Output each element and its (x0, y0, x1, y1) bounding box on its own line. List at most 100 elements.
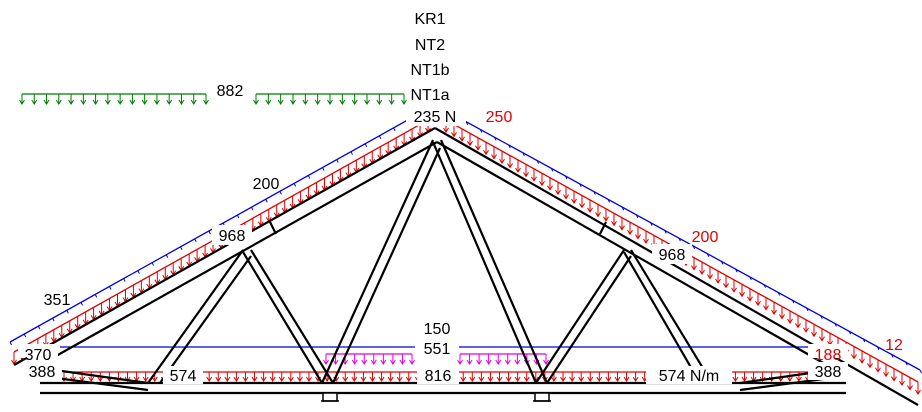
wind-right-tick (848, 330, 852, 335)
load-case-1: KR1 (414, 11, 445, 28)
snow-load-right-arrowhead (388, 99, 395, 105)
dead-right-arrowhead (707, 274, 713, 280)
wind-left-tick (80, 302, 83, 306)
dead-bottom-arrowhead (551, 376, 557, 382)
wind-left-tick (251, 206, 254, 211)
dead-bottom-arrowhead (396, 376, 403, 382)
dead-right-arrowhead (739, 292, 745, 298)
wind-right-tick (791, 299, 795, 304)
dead-right-arrowhead (643, 238, 649, 244)
web-left-2a (242, 251, 323, 384)
strip-load-right-arrowhead (543, 359, 549, 365)
load-case-2: NT2 (415, 37, 445, 54)
wind-right-tick (706, 253, 710, 257)
web-left-3b (331, 147, 442, 384)
bottom-right-eave-label: 188 (815, 347, 842, 364)
dead-bottom-arrowhead (541, 376, 548, 382)
snow-load-right-arrowhead (401, 99, 407, 105)
wind-left-tick (180, 246, 183, 251)
web-right-2b (546, 255, 632, 384)
dead-bottom-arrowhead (560, 376, 566, 382)
load-case-3: NT1b (410, 62, 449, 79)
wind-left-tick (307, 175, 311, 179)
wind-left-tick (52, 317, 55, 322)
wind-right-tick (650, 222, 653, 226)
wind-left-tick (37, 325, 41, 330)
snow-load-left-arrowhead (129, 99, 136, 105)
strip-load-right-arrowhead (485, 359, 492, 365)
load-arrows (9, 93, 922, 395)
wind-left-tick (137, 270, 140, 274)
dead-right-arrowhead (907, 385, 913, 391)
dead-right-arrowhead (523, 172, 529, 178)
dead-right-arrowhead (611, 220, 617, 227)
wind-right-tick (664, 230, 667, 234)
dead-bottom-arrowhead (569, 376, 576, 382)
dead-right-arrowhead (595, 212, 601, 218)
web-left-3a (320, 139, 435, 384)
top-right-apex-label: 250 (486, 109, 513, 126)
dead-right-arrowhead (507, 163, 513, 169)
apex-load-label: 235 N (414, 109, 457, 126)
dead-bottom-arrowhead (487, 376, 494, 382)
dead-right-arrowhead (627, 229, 633, 236)
dead-bottom-arrowhead (796, 376, 802, 382)
bottom-right-mid-label: 574 N/m (659, 368, 719, 385)
wind-left-tick (151, 262, 155, 266)
snow-load-right-arrowhead (265, 99, 272, 105)
wind-right-tick (919, 369, 922, 374)
top-right-mid-label: 200 (692, 229, 719, 246)
snow-load-left-arrowhead (141, 99, 148, 105)
snow-load-left-arrowhead (178, 99, 185, 105)
dead-right-arrowhead (499, 158, 505, 165)
wind-right-tick (905, 362, 908, 366)
snow-load-left-arrowhead (203, 99, 209, 105)
wind-right-tick (692, 245, 696, 250)
dead-bottom-arrowhead (97, 376, 104, 382)
wind-left-tick (66, 310, 69, 314)
dead-bottom-arrowhead (369, 376, 376, 382)
dead-right-arrowhead (811, 332, 817, 338)
strip-load-left-arrowhead (409, 359, 415, 365)
dead-right-arrowhead (803, 327, 809, 333)
dead-bottom-arrowhead (324, 376, 331, 382)
snow-load-right-arrowhead (364, 99, 370, 105)
dead-bottom-arrowhead (478, 376, 485, 382)
bottom-upper-label: 150 (424, 321, 451, 338)
dead-bottom-arrowhead (605, 376, 612, 382)
dead-bottom-arrowhead (587, 376, 594, 382)
strip-load-left-arrowhead (332, 359, 339, 365)
dead-right-arrowhead (491, 154, 497, 160)
dead-right-arrowhead (619, 225, 625, 231)
wind-right-tick (593, 191, 596, 195)
bottom-left-eave-label: 370 (25, 347, 52, 364)
dead-bottom-arrowhead (578, 376, 585, 382)
snow-load-left-arrowhead (55, 99, 62, 105)
dead-bottom-arrowhead (505, 376, 512, 382)
snow-load-left-arrowhead (166, 99, 173, 105)
wind-left-tick (194, 238, 197, 243)
wind-left-tick (165, 254, 169, 258)
wind-right-tick (678, 237, 681, 242)
strip-load-right-arrowhead (457, 359, 463, 365)
bottom-left-end-label: 388 (29, 364, 56, 381)
snow-load-left-arrowhead (104, 99, 111, 105)
dead-bottom-arrowhead (269, 376, 276, 382)
wind-left-tick (265, 199, 268, 203)
wind-left-tick (123, 278, 126, 282)
dead-right-arrowhead (603, 216, 609, 222)
wind-right-tick (763, 284, 766, 288)
support-right (534, 392, 550, 402)
right-top-chord (434, 127, 919, 406)
strip-load-left-arrowhead (389, 359, 396, 365)
dead-bottom-arrowhead (88, 376, 95, 382)
dead-right-arrowhead (587, 207, 593, 213)
dead-right-arrowhead (891, 376, 897, 382)
top-left-upper-label: 200 (253, 176, 280, 193)
dead-bottom-arrowhead (360, 376, 367, 382)
snow-load-right-arrowhead (351, 99, 358, 105)
dead-bottom-arrowhead (496, 376, 503, 382)
top-left-joint-label: 968 (219, 228, 246, 245)
dead-bottom-arrowhead (251, 376, 258, 382)
